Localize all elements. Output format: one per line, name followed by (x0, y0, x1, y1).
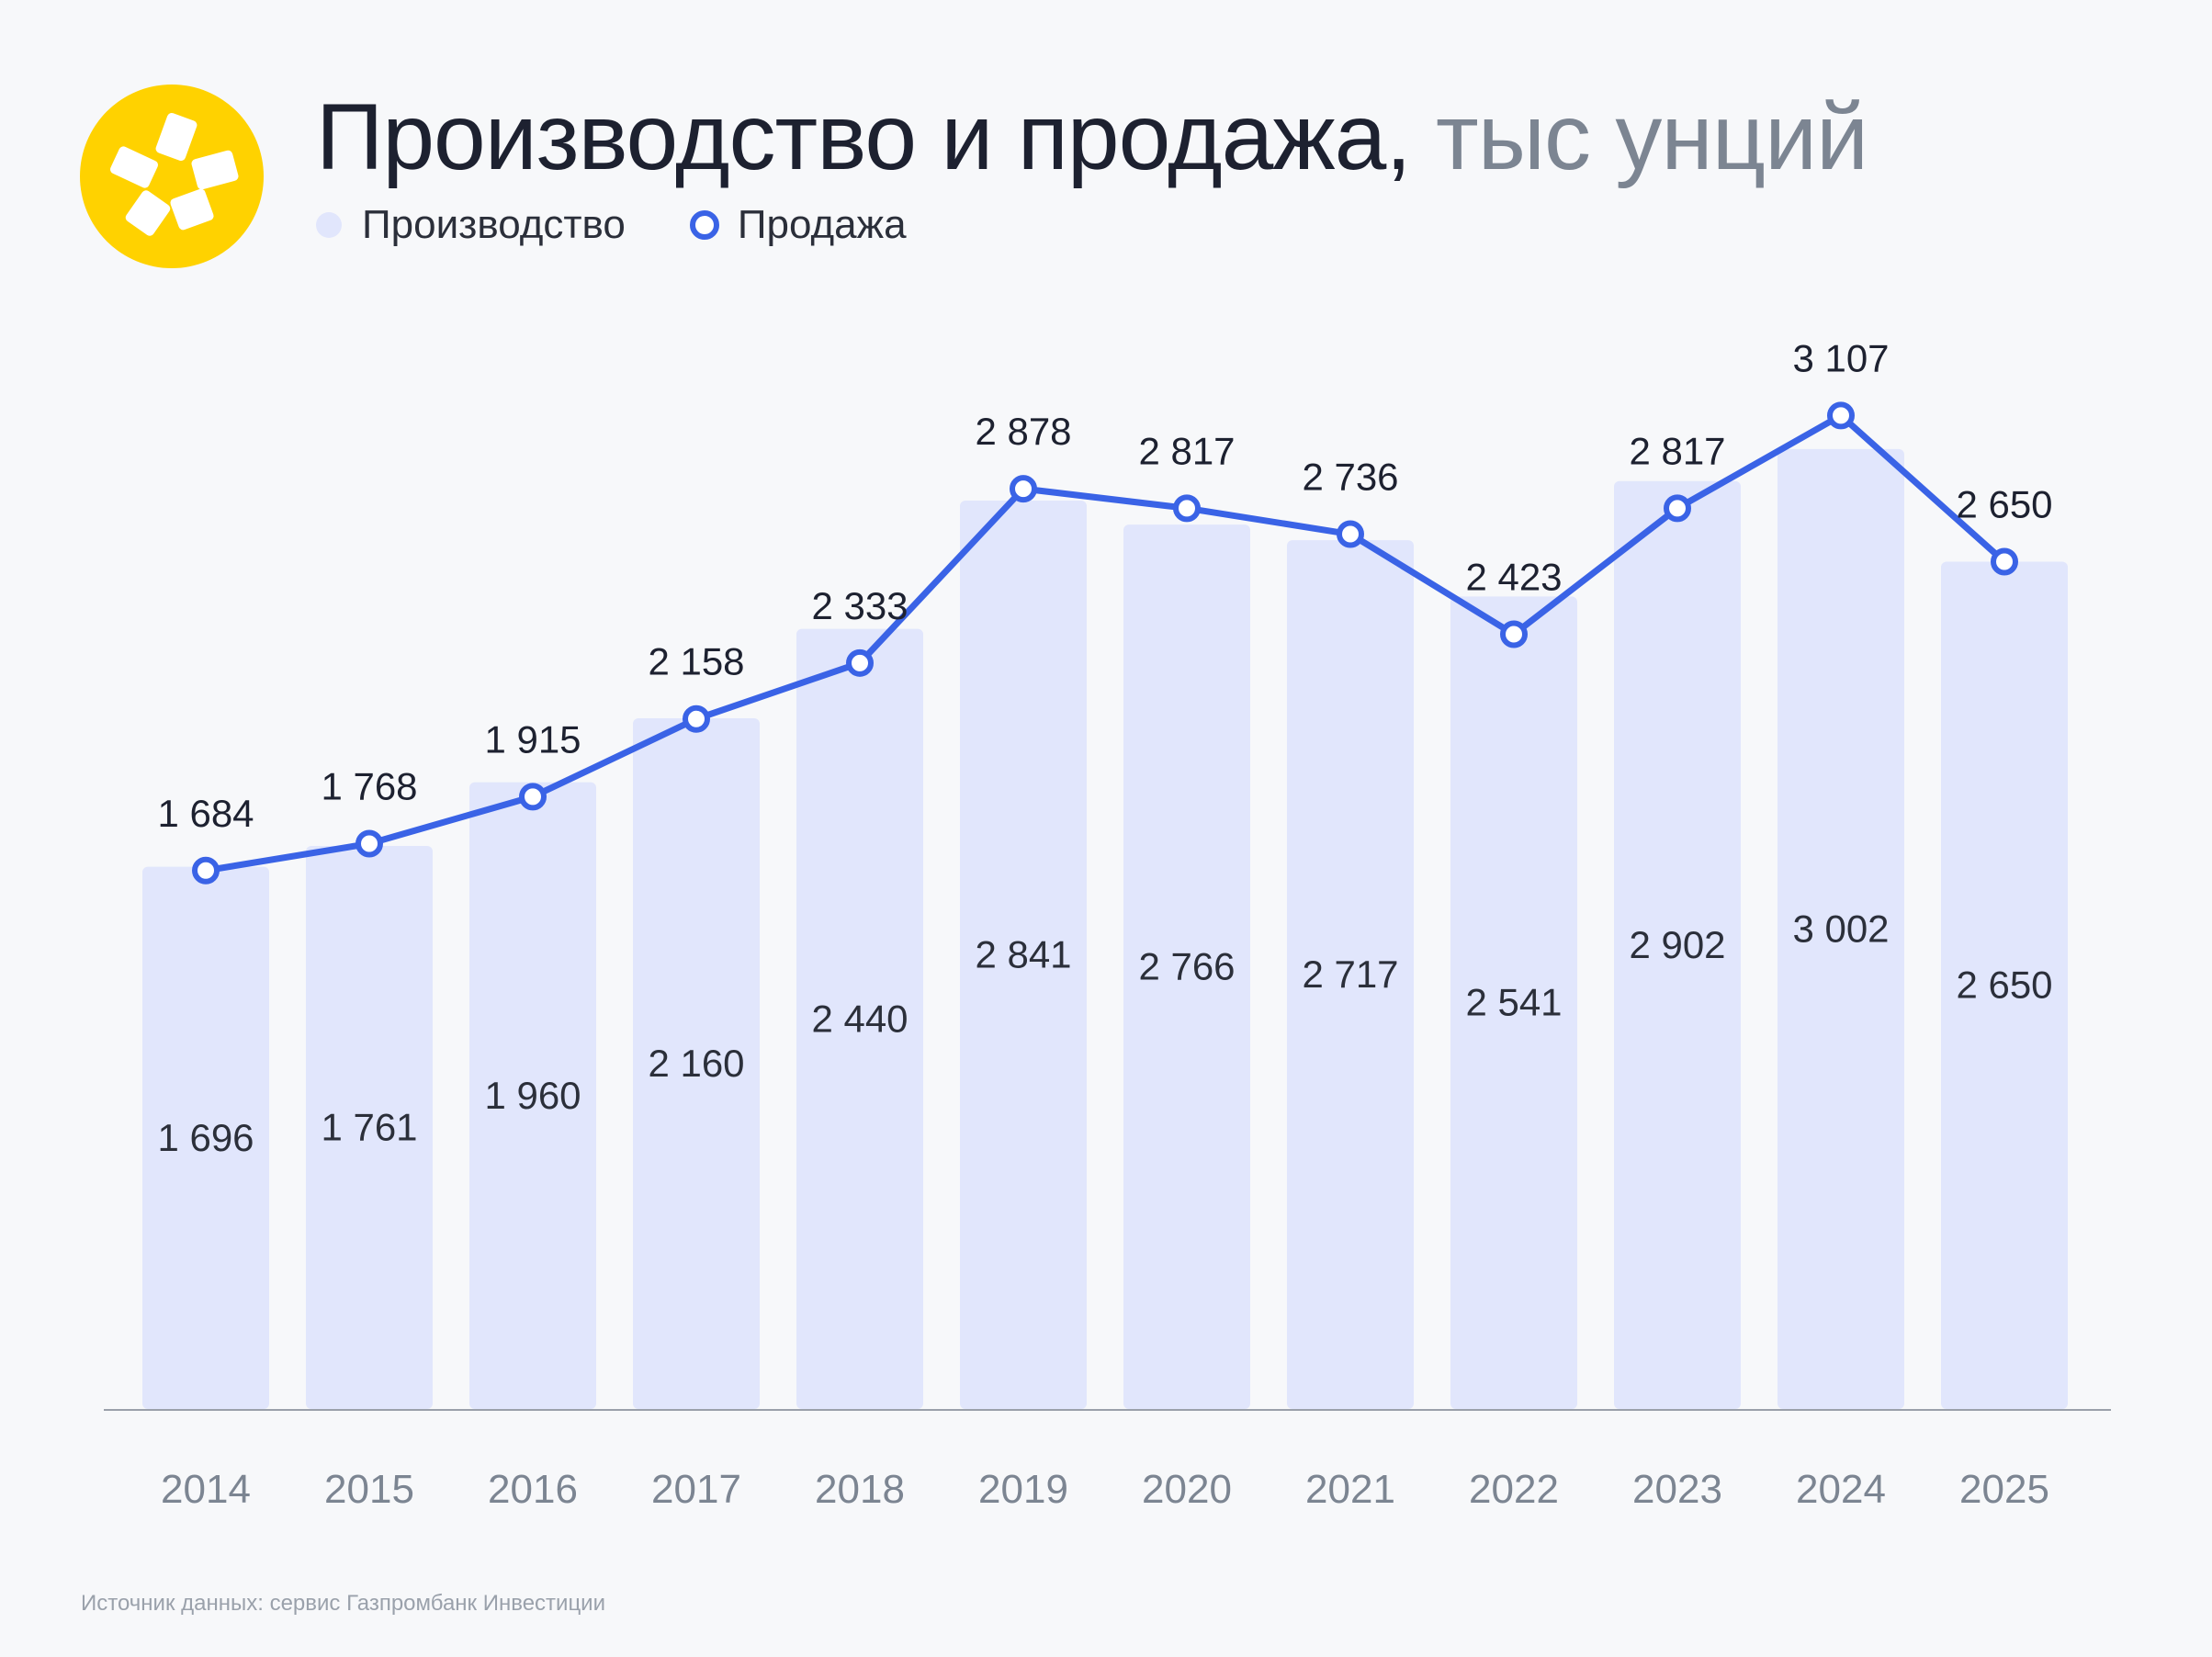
x-tick-label: 2018 (815, 1467, 905, 1512)
sales-point (519, 783, 547, 811)
sales-value-label: 2 817 (1629, 429, 1725, 472)
production-bar (142, 866, 269, 1409)
sales-point (1500, 620, 1528, 648)
sales-point (1173, 494, 1201, 523)
production-bar (469, 782, 596, 1409)
production-bar (960, 500, 1087, 1409)
sales-value-label: 2 158 (648, 640, 744, 683)
sales-point (1991, 547, 2018, 576)
production-bar (1123, 524, 1250, 1409)
sales-point (683, 705, 710, 733)
sales-value-label: 2 333 (811, 584, 908, 627)
sales-point (846, 648, 874, 677)
sales-point (1664, 494, 1691, 523)
x-tick-label: 2019 (978, 1467, 1068, 1512)
legend-item-production: Производство (316, 202, 626, 248)
production-bar (306, 845, 433, 1409)
sales-value-label: 2 736 (1302, 456, 1398, 499)
production-value-label: 2 160 (648, 1042, 744, 1085)
chart-area: 1 696 1 761 1 960 2 160 2 440 2 841 2 766 2 717… (104, 336, 2111, 1512)
title-unit: тыс унций (1436, 85, 1868, 189)
sales-point (356, 829, 383, 858)
production-value-label: 2 717 (1302, 952, 1398, 996)
production-bar (1450, 596, 1577, 1409)
sales-value-label: 2 423 (1465, 555, 1562, 598)
production-bar (1614, 480, 1741, 1409)
sales-point (1010, 475, 1037, 503)
production-bar (796, 628, 923, 1409)
legend-item-sales: Продажа (689, 202, 907, 248)
legend-sales-label: Продажа (737, 202, 907, 247)
title-main: Производство и продажа, (316, 85, 1412, 189)
sales-point (192, 856, 220, 885)
x-tick-label: 2014 (161, 1467, 251, 1512)
sales-value-label: 3 107 (1792, 336, 1889, 379)
x-tick-label: 2017 (651, 1467, 741, 1512)
production-bar (633, 718, 760, 1409)
x-tick-label: 2020 (1142, 1467, 1232, 1512)
source-note: Источник данных: сервис Газпромбанк Инве… (81, 1591, 605, 1616)
sales-value-label: 1 915 (484, 717, 581, 761)
x-tick-label: 2016 (488, 1467, 578, 1512)
production-value-label: 2 650 (1956, 964, 2052, 1007)
sales-point (1337, 520, 1364, 548)
x-tick-label: 2015 (324, 1467, 414, 1512)
production-value-label: 2 440 (811, 997, 908, 1040)
production-value-label: 2 541 (1465, 981, 1562, 1024)
legend-bar-swatch-icon (316, 212, 342, 238)
sales-line (205, 411, 2007, 874)
sales-value-label: 2 650 (1956, 482, 2052, 525)
production-value-label: 2 902 (1629, 923, 1725, 966)
x-tick-label: 2024 (1796, 1467, 1886, 1512)
x-tick-label: 2021 (1305, 1467, 1395, 1512)
sales-value-label: 2 817 (1138, 429, 1235, 472)
sales-point (1827, 401, 1855, 430)
production-value-label: 1 761 (321, 1105, 417, 1148)
production-value-label: 2 766 (1138, 945, 1235, 988)
sales-value-label: 1 768 (321, 765, 417, 808)
production-value-label: 1 696 (157, 1116, 254, 1159)
sales-value-label: 2 878 (975, 410, 1071, 453)
legend-production-label: Производство (362, 202, 626, 247)
sales-value-label: 1 684 (157, 792, 254, 835)
production-value-label: 2 841 (975, 932, 1071, 975)
chart-legend: Производство Продажа (316, 202, 971, 248)
x-tick-label: 2025 (1959, 1467, 2049, 1512)
logo-pinwheel-icon (110, 112, 239, 236)
production-bar (1778, 448, 1904, 1410)
legend-line-marker-icon (689, 210, 719, 240)
brand-logo (80, 85, 264, 268)
x-tick-label: 2022 (1469, 1467, 1559, 1512)
production-bar (1287, 540, 1414, 1409)
page-title: Производство и продажа, тыс унций (316, 77, 1868, 197)
production-value-label: 3 002 (1792, 907, 1889, 950)
production-bar (1941, 561, 2068, 1409)
production-value-label: 1 960 (484, 1074, 581, 1117)
x-tick-label: 2023 (1632, 1467, 1722, 1512)
